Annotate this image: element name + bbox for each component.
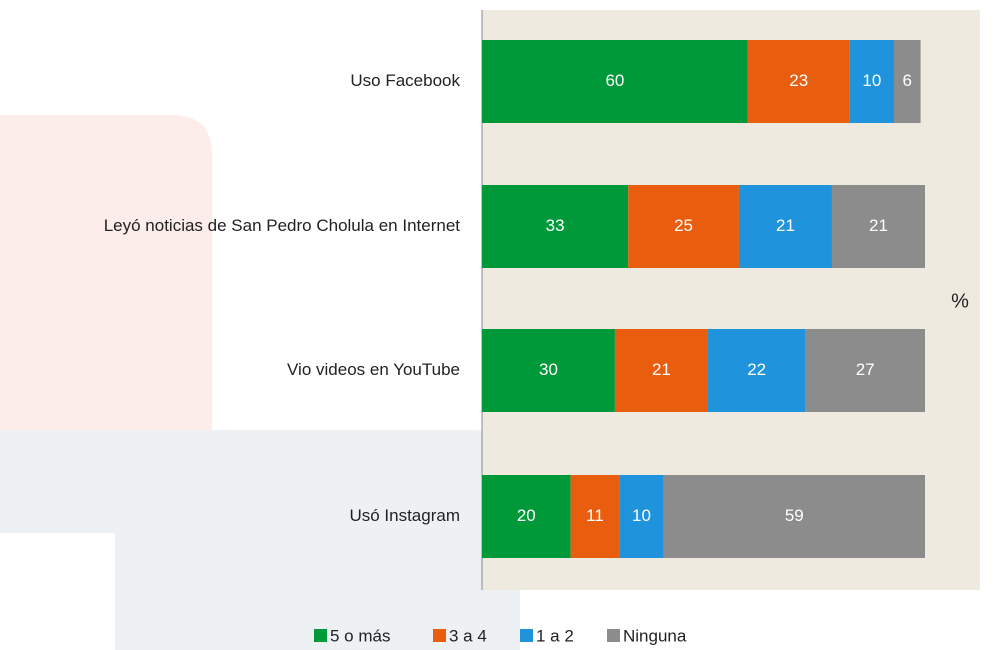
value-label: 20 bbox=[517, 506, 536, 525]
category-label: Vio videos en YouTube bbox=[287, 360, 460, 379]
value-label: 25 bbox=[674, 216, 693, 235]
bar-segment bbox=[849, 40, 894, 123]
legend-label: Ninguna bbox=[623, 626, 687, 645]
bar-segment bbox=[619, 475, 664, 558]
bar-segment bbox=[747, 40, 850, 123]
background-decor bbox=[0, 115, 520, 650]
bar-segment bbox=[831, 185, 925, 268]
value-label: 30 bbox=[539, 360, 558, 379]
value-label: 27 bbox=[856, 360, 875, 379]
bar-segment bbox=[628, 185, 739, 268]
value-label: 21 bbox=[776, 216, 795, 235]
value-label: 33 bbox=[546, 216, 565, 235]
legend-swatch bbox=[314, 629, 327, 642]
legend-swatch bbox=[607, 629, 620, 642]
category-label: Leyó noticias de San Pedro Cholula en In… bbox=[104, 216, 461, 235]
bar-segment bbox=[738, 185, 832, 268]
value-label: 22 bbox=[747, 360, 766, 379]
bar-segment bbox=[482, 475, 571, 558]
bar-segment bbox=[805, 329, 925, 412]
legend-swatch bbox=[520, 629, 533, 642]
value-label: 10 bbox=[632, 506, 651, 525]
x-axis-label: % bbox=[951, 290, 969, 312]
legend-label: 5 o más bbox=[330, 626, 390, 645]
category-label: Uso Facebook bbox=[350, 71, 460, 90]
legend-label: 3 a 4 bbox=[449, 626, 487, 645]
legend-label: 1 a 2 bbox=[536, 626, 574, 645]
category-label: Usó Instagram bbox=[349, 506, 460, 525]
value-label: 59 bbox=[785, 506, 804, 525]
value-label: 10 bbox=[862, 71, 881, 90]
bar-segment bbox=[570, 475, 620, 558]
value-label: 21 bbox=[652, 360, 671, 379]
value-label: 6 bbox=[903, 71, 912, 90]
value-label: 23 bbox=[789, 71, 808, 90]
value-label: 21 bbox=[869, 216, 888, 235]
legend-swatch bbox=[433, 629, 446, 642]
value-label: 11 bbox=[586, 506, 604, 525]
bar-segment bbox=[482, 40, 748, 123]
bar-segment bbox=[707, 329, 806, 412]
bar-segment bbox=[893, 40, 921, 123]
value-label: 60 bbox=[605, 71, 624, 90]
bar-segment bbox=[482, 185, 629, 268]
bar-segment bbox=[614, 329, 708, 412]
bar-segment bbox=[482, 329, 615, 412]
bar-segment bbox=[663, 475, 925, 558]
